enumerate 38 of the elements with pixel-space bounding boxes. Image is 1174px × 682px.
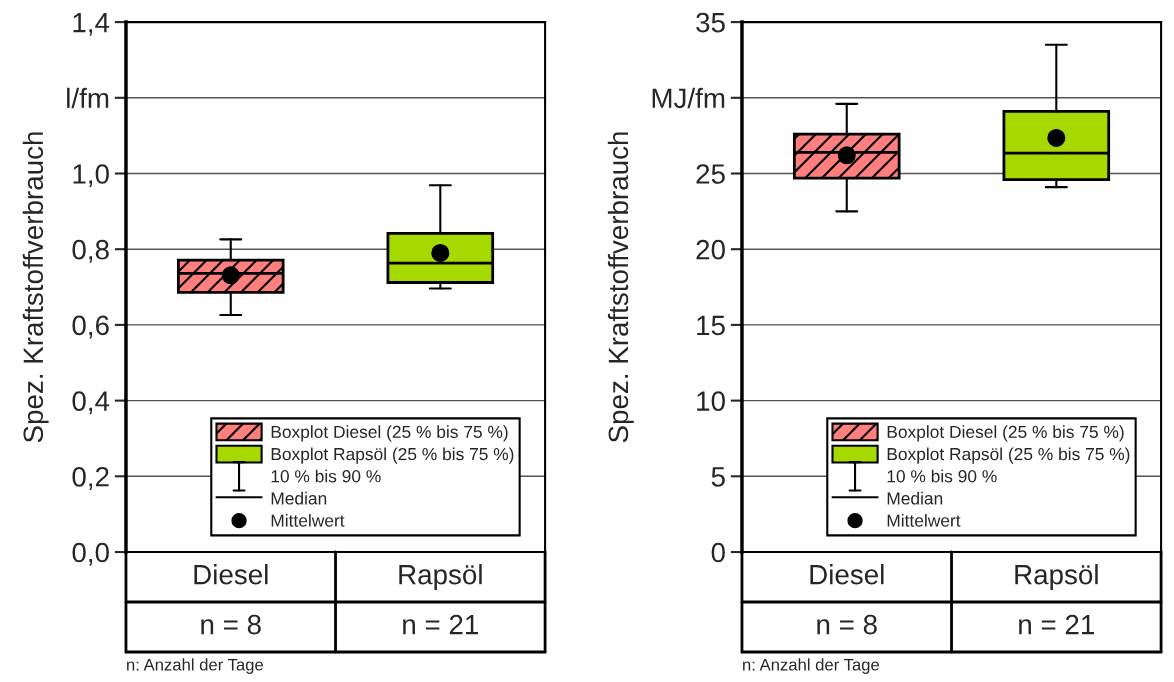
y-tick-label: 0,6	[72, 315, 109, 339]
y-tick-label: 0,8	[72, 239, 109, 263]
annotation: Mittelwert	[887, 513, 961, 527]
y-axis-title: Spez. Kraftstoffverbrauch	[607, 132, 634, 443]
legend-label: Boxplot Rapsöl (25 % bis 75 %)	[887, 447, 1130, 464]
annotation: 10 % bis 90 %	[271, 469, 381, 483]
legend-label: Boxplot Rapsöl (25 % bis 75 %)	[271, 447, 514, 464]
x-tick-label: Diesel	[810, 564, 884, 585]
legend-label: Boxplot Diesel (25 % bis 75 %)	[271, 425, 508, 442]
y-axis-title: Spez. Kraftstoffverbrauch	[22, 132, 49, 443]
y-tick-label: 15	[697, 315, 725, 336]
x-tick-label: Rapsöl	[399, 564, 482, 590]
y-tick-label: 0,0	[72, 542, 109, 566]
y-tick-label: 0	[711, 542, 725, 563]
y-tick-label: 1,0	[73, 164, 109, 188]
y-tick-label: l/fm	[67, 87, 109, 109]
x-tick-label: Rapsöl	[1015, 564, 1098, 590]
annotation: 10 % bis 90 %	[887, 469, 997, 483]
annotation: Median	[271, 491, 327, 505]
text: n: Anzahl der Tage	[743, 658, 879, 674]
y-tick-label: MJ/fm	[652, 87, 725, 109]
text: n = 8	[817, 614, 877, 635]
y-tick-label: 1,4	[73, 13, 110, 36]
text: n: Anzahl der Tage	[127, 658, 263, 674]
legend-label: Boxplot Diesel (25 % bis 75 %)	[887, 425, 1124, 442]
y-tick-label: 25	[696, 164, 725, 184]
y-tick-label: 0,4	[72, 391, 110, 415]
y-tick-label: 20	[696, 239, 725, 260]
x-tick-label: Diesel	[194, 564, 268, 585]
y-tick-label: 10	[697, 391, 725, 411]
y-tick-label: 35	[696, 12, 725, 33]
annotation: Mittelwert	[271, 513, 345, 527]
text: n = 21	[1019, 614, 1094, 635]
y-tick-label: 0,2	[72, 466, 109, 490]
text: n = 21	[403, 614, 478, 635]
y-tick-label: 5	[711, 467, 725, 487]
annotation: Median	[887, 491, 943, 505]
text: n = 8	[201, 614, 261, 635]
